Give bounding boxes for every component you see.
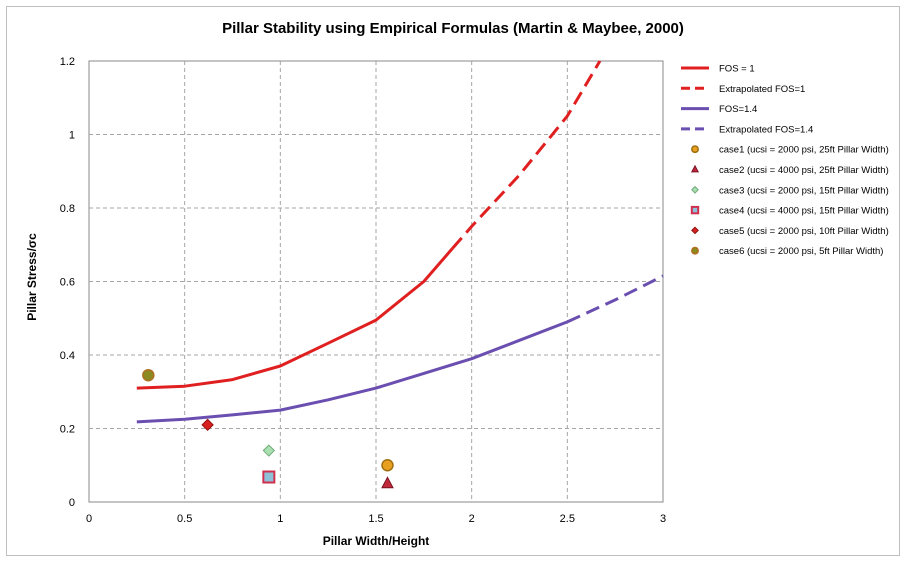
x-tick-label: 2.5: [560, 513, 575, 525]
chart-frame: Pillar Stability using Empirical Formula…: [6, 6, 900, 556]
series-line-3: [566, 274, 664, 324]
legend-entry-label: case6 (ucsi = 2000 psi, 5ft Pillar Width…: [719, 246, 883, 257]
chart-title: Pillar Stability using Empirical Formula…: [222, 20, 684, 37]
series-line-0: [136, 247, 454, 390]
y-tick-label: 0.2: [60, 424, 75, 436]
x-tick-label: 2: [469, 513, 475, 525]
data-point-9: [142, 368, 155, 382]
legend-entry-label: case5 (ucsi = 2000 psi, 10ft Pillar Widt…: [719, 226, 889, 237]
y-tick-label: 0.8: [60, 203, 75, 215]
legend-entry-label: case2 (ucsi = 4000 psi, 25ft Pillar Widt…: [719, 165, 889, 176]
data-point-5: [381, 476, 394, 489]
legend-swatch: [691, 185, 699, 194]
x-axis-title: Pillar Width/Height: [323, 534, 430, 548]
y-tick-label: 1.2: [60, 56, 75, 68]
data-point-8: [201, 418, 214, 432]
legend-entry-label: case3 (ucsi = 2000 psi, 15ft Pillar Widt…: [719, 185, 889, 196]
axis-layer: 0 0.5 1 1.5 2 2.5 3 0 0.2 0.4 0.6 0.8 1 1.2: [60, 56, 666, 525]
legend-entry-label: Extrapolated FOS=1.4: [719, 124, 813, 135]
series-line-1: [451, 60, 602, 250]
legend-entry-label: Extrapolated FOS=1: [719, 84, 805, 95]
legend-swatch: [690, 205, 700, 215]
y-tick-label: 0.6: [60, 277, 75, 289]
legend-swatch: [691, 145, 699, 154]
data-point-7: [262, 470, 276, 484]
x-tick-label: 3: [660, 513, 666, 525]
x-tick-label: 0.5: [177, 513, 192, 525]
legend-entry-label: case1 (ucsi = 2000 psi, 25ft Pillar Widt…: [719, 145, 889, 156]
data-point-6: [262, 444, 276, 457]
y-tick-label: 0.4: [60, 350, 75, 362]
y-tick-label: 1: [69, 130, 75, 142]
y-tick-label: 0: [69, 497, 75, 509]
chart-svg: Pillar Stability using Empirical Formula…: [25, 20, 889, 548]
x-tick-label: 1: [277, 513, 283, 525]
legend-swatch: [691, 226, 699, 235]
series-line-2: [136, 320, 568, 424]
x-tick-label: 0: [86, 513, 92, 525]
grid-layer: [88, 60, 664, 503]
legend: FOS = 1 Extrapolated FOS=1 FOS=1.4 Extrapol…: [681, 64, 889, 257]
legend-entry-label: FOS=1.4: [719, 104, 757, 115]
legend-swatch: [690, 164, 700, 173]
legend-swatch: [691, 246, 699, 255]
series-layer: [136, 60, 664, 489]
x-tick-label: 1.5: [368, 513, 383, 525]
legend-entry-label: FOS = 1: [719, 64, 755, 75]
y-axis-title: Pillar Stress/σc: [25, 233, 39, 321]
legend-entry-label: case4 (ucsi = 4000 psi, 15ft Pillar Widt…: [719, 206, 889, 217]
data-point-4: [381, 459, 394, 472]
